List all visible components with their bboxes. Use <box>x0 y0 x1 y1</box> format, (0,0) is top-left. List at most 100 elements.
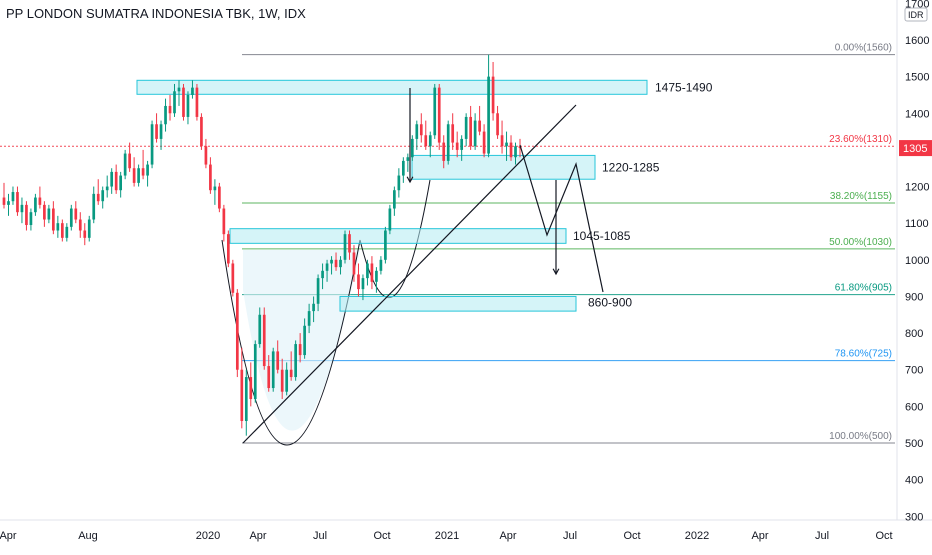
candle-body <box>433 87 437 136</box>
candle-body <box>289 369 293 378</box>
x-tick-label: Jul <box>313 530 327 542</box>
x-tick-label: Apr <box>249 530 266 542</box>
candle-body <box>83 230 87 238</box>
candle-body <box>348 234 351 253</box>
candle-body <box>406 157 410 161</box>
candle-body <box>276 351 280 370</box>
candle-body <box>69 208 73 227</box>
candle-body <box>267 366 271 389</box>
y-tick-label: 400 <box>905 475 923 487</box>
candle-body <box>43 204 46 220</box>
candle-body <box>482 131 486 154</box>
candle-body <box>361 278 365 290</box>
zone-label: 1220-1285 <box>602 160 660 174</box>
candle-body <box>410 138 414 158</box>
candle-body <box>137 168 140 183</box>
candle-body <box>92 193 96 220</box>
candle-body <box>96 193 100 202</box>
candle-body <box>325 263 329 271</box>
candle-body <box>401 160 405 176</box>
candle-body <box>437 87 441 143</box>
chart-title: PP LONDON SUMATRA INDONESIA TBK, 1W, IDX <box>6 6 306 21</box>
candle-body <box>29 212 33 226</box>
candle-body <box>195 87 199 117</box>
candle-body <box>123 153 127 176</box>
candle-body <box>173 91 176 114</box>
x-tick-label: 2020 <box>196 530 220 542</box>
candle-body <box>280 369 284 392</box>
candle-body <box>186 94 190 117</box>
candle-body <box>60 223 64 238</box>
candle-body <box>321 270 324 279</box>
candle-body <box>34 197 37 213</box>
x-tick-label: Oct <box>875 530 892 542</box>
candle-body <box>65 226 69 238</box>
y-tick-label: 1500 <box>905 72 929 84</box>
candle-body <box>379 259 383 271</box>
candle-body <box>487 76 490 154</box>
candle-body <box>47 208 51 220</box>
candle-body <box>227 234 230 264</box>
candle-body <box>312 303 315 312</box>
y-tick-label: 1700 <box>905 0 929 10</box>
candle-body <box>473 120 477 147</box>
candle-body <box>249 377 253 400</box>
zone-box <box>229 228 567 244</box>
candle-body <box>231 263 235 293</box>
candle-body <box>240 369 244 422</box>
candle-body <box>119 175 123 191</box>
candle-body <box>114 171 118 191</box>
down-arrow-right-head <box>552 268 560 276</box>
candle-body <box>460 138 464 150</box>
candle-body <box>271 351 275 389</box>
y-tick-label: 1600 <box>905 35 929 47</box>
x-tick-label: Aug <box>78 530 98 542</box>
candle-body <box>38 197 42 205</box>
candle-body <box>128 153 131 169</box>
y-tick-label: 1200 <box>905 182 929 194</box>
candle-body <box>469 116 472 147</box>
x-tick-label: Apr <box>751 530 768 542</box>
candle-body <box>478 120 481 132</box>
y-tick-label: 800 <box>905 328 923 340</box>
candle-body <box>244 377 248 422</box>
candle-body <box>455 142 459 150</box>
candle-body <box>222 208 226 235</box>
candle-body <box>168 105 172 114</box>
candle-body <box>52 208 55 231</box>
candle-body <box>505 142 508 147</box>
candle-body <box>397 175 401 191</box>
candle-body <box>164 105 167 125</box>
candle-body <box>428 135 432 147</box>
candle-body <box>101 190 105 202</box>
candle-body <box>20 204 24 213</box>
candle-body <box>146 164 149 176</box>
candle-body <box>74 208 78 220</box>
candle-body <box>200 116 203 147</box>
candle-body <box>384 230 387 260</box>
candle-body <box>11 192 15 202</box>
candle-body <box>285 369 289 392</box>
candle-body <box>370 263 374 282</box>
candle-body <box>110 171 114 187</box>
candle-body <box>464 116 468 139</box>
candle-body <box>343 234 347 260</box>
y-tick-label: 600 <box>905 401 923 413</box>
candle-body <box>514 146 517 158</box>
candle-body <box>141 168 145 176</box>
zone-label: 860-900 <box>588 295 632 309</box>
fib-level-label: 50.00%(1030) <box>829 237 892 248</box>
candle-body <box>25 204 28 226</box>
candle-body <box>491 76 495 114</box>
y-tick-label: 900 <box>905 291 923 303</box>
zone-box <box>339 295 577 312</box>
last-price-label: 1305 <box>903 143 927 155</box>
candle-body <box>446 124 450 161</box>
x-tick-label: 2021 <box>435 530 459 542</box>
down-arrow-left-head <box>406 176 414 184</box>
zone-label: 1045-1085 <box>573 229 631 243</box>
candle-body <box>204 146 208 165</box>
candle-body <box>352 252 356 275</box>
